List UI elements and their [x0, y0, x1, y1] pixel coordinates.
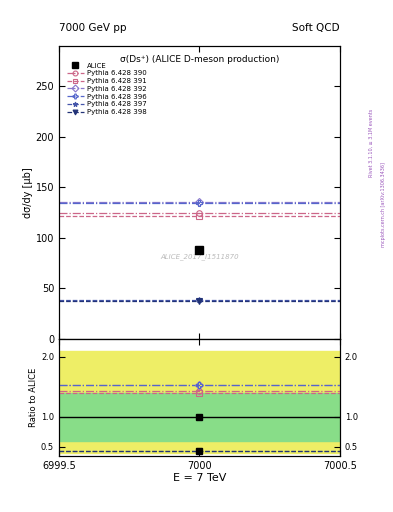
- Text: σ(Ds⁺) (ALICE D-meson production): σ(Ds⁺) (ALICE D-meson production): [120, 55, 279, 64]
- Text: ALICE_2017_I1511870: ALICE_2017_I1511870: [160, 253, 239, 260]
- X-axis label: E = 7 TeV: E = 7 TeV: [173, 473, 226, 483]
- Bar: [59, 393, 340, 441]
- Bar: [59, 351, 340, 453]
- Text: Rivet 3.1.10, ≥ 3.1M events: Rivet 3.1.10, ≥ 3.1M events: [369, 109, 374, 178]
- Legend: ALICE, Pythia 6.428 390, Pythia 6.428 391, Pythia 6.428 392, Pythia 6.428 396, P: ALICE, Pythia 6.428 390, Pythia 6.428 39…: [65, 61, 148, 116]
- Text: mcplots.cern.ch [arXiv:1306.3436]: mcplots.cern.ch [arXiv:1306.3436]: [381, 162, 386, 247]
- Text: Soft QCD: Soft QCD: [292, 23, 340, 33]
- Y-axis label: Ratio to ALICE: Ratio to ALICE: [29, 368, 38, 427]
- Text: 7000 GeV pp: 7000 GeV pp: [59, 23, 127, 33]
- Y-axis label: dσ/dy [μb]: dσ/dy [μb]: [23, 167, 33, 218]
